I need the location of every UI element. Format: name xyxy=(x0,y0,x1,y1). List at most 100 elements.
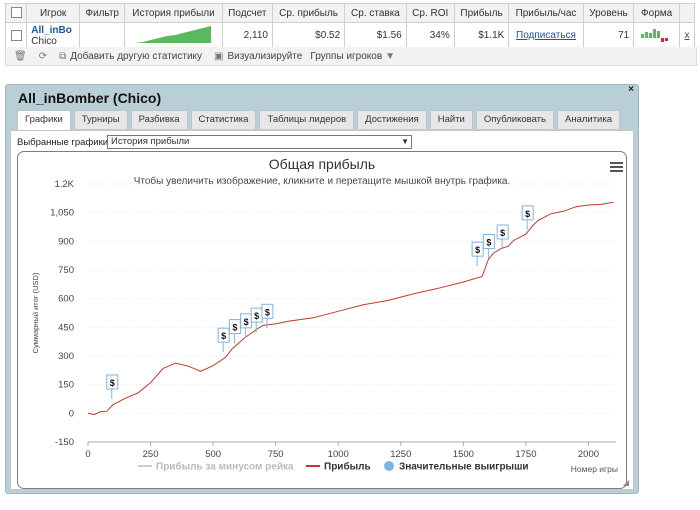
select-all-checkbox-cell[interactable] xyxy=(4,3,28,23)
big-win-flag xyxy=(482,234,495,250)
avg-profit-value: $0.52 xyxy=(271,22,346,49)
big-win-flag xyxy=(496,224,509,240)
select-all-checkbox[interactable] xyxy=(10,7,22,19)
chart-subtitle: Чтобы увеличить изображение, кликните и … xyxy=(134,175,511,187)
avg-stake-value: $1.56 xyxy=(344,22,407,49)
x-tick-label: 1000 xyxy=(328,449,349,460)
player-name-link[interactable]: All_inBo xyxy=(31,24,72,36)
remove-cell[interactable]: x xyxy=(679,22,695,49)
y-tick-label: 1,050 xyxy=(50,208,74,219)
chart-menu-icon[interactable] xyxy=(610,162,623,172)
big-win-label: $ xyxy=(475,245,480,255)
tab-statistics[interactable]: Статистика xyxy=(190,110,257,129)
count-value: 2,110 xyxy=(221,22,273,49)
legend-item: Значительные выигрыши xyxy=(399,462,529,473)
x-tick-label: 750 xyxy=(268,449,284,460)
graph-select-label: Выбранные графики: xyxy=(17,137,111,148)
row-checkbox-cell[interactable] xyxy=(4,22,28,49)
form-bar xyxy=(652,29,656,38)
filter-cell[interactable] xyxy=(79,22,126,49)
header-form[interactable]: Форма xyxy=(633,3,680,23)
header-avg-stake[interactable]: Ср. ставка xyxy=(344,3,407,23)
header-profit-per-hour[interactable]: Прибыль/час xyxy=(508,3,584,23)
big-win-label: $ xyxy=(110,378,115,388)
tab-breakdown[interactable]: Разбивка xyxy=(130,110,188,129)
y-tick-label: 600 xyxy=(58,294,74,305)
profit-per-hour-cell: Подписаться xyxy=(508,22,584,49)
header-profit[interactable]: Прибыль xyxy=(453,3,510,23)
header-count[interactable]: Подсчет xyxy=(221,3,273,23)
remove-player-link[interactable]: x xyxy=(684,30,690,41)
graph-select[interactable]: История прибыли ▼ xyxy=(107,135,412,149)
chart-title: Общая прибыль xyxy=(269,156,375,172)
x-tick-label: 0 xyxy=(85,449,90,460)
refresh-icon[interactable]: ⟳ xyxy=(38,50,48,62)
player-summary-table: Игрок Фильтр История прибыли Подсчет Ср.… xyxy=(4,3,695,49)
y-axis-label: Суммарный итог (USD) xyxy=(31,272,40,353)
form-bar xyxy=(656,31,660,38)
header-player[interactable]: Игрок xyxy=(26,3,81,23)
form-bars xyxy=(640,29,668,42)
graph-select-value: История прибыли xyxy=(111,136,190,147)
profit-value: $1.1K xyxy=(453,22,510,49)
menu-line xyxy=(610,162,623,164)
big-win-label: $ xyxy=(221,331,226,341)
player-panel: All_inBomber (Chico) × Графики Турниры Р… xyxy=(5,84,639,494)
player-cell[interactable]: All_inBo Chico xyxy=(26,22,81,49)
panel-body: Выбранные графики: История прибыли ▼ Обща… xyxy=(10,130,634,490)
form-bar xyxy=(648,33,652,38)
sparkline-area xyxy=(135,26,212,43)
tab-tournaments[interactable]: Турниры xyxy=(73,110,128,129)
big-win-flag xyxy=(106,374,119,390)
profit-chart[interactable]: Общая прибыль Чтобы увеличить изображение… xyxy=(18,152,626,488)
big-win-label: $ xyxy=(265,307,270,317)
tab-graphs[interactable]: Графики xyxy=(17,110,71,131)
x-tick-label: 1500 xyxy=(453,449,474,460)
header-avg-roi[interactable]: Ср. ROI xyxy=(405,3,455,23)
subscribe-link[interactable]: Подписаться xyxy=(516,30,576,41)
big-win-label: $ xyxy=(486,238,491,248)
visualize-label: Визуализируйте xyxy=(227,50,303,62)
profit-history-sparkline-cell xyxy=(124,22,223,49)
legend-symbol xyxy=(384,461,394,471)
header-avg-profit[interactable]: Ср. прибыль xyxy=(271,3,346,23)
menu-line xyxy=(610,166,623,168)
form-bar xyxy=(660,38,664,42)
profit-history-sparkline xyxy=(135,26,212,43)
player-groups-dropdown[interactable]: Группы игроков ▼ xyxy=(310,51,399,62)
visualize-button[interactable]: ▣ Визуализируйте xyxy=(214,51,302,62)
add-stats-button[interactable]: ⧉ Добавить другую статистику xyxy=(59,51,202,62)
y-tick-label: 750 xyxy=(58,265,74,276)
tab-find[interactable]: Найти xyxy=(429,110,473,129)
tab-publish[interactable]: Опубликовать xyxy=(475,110,554,129)
chevron-down-icon: ▼ xyxy=(401,137,409,146)
form-bar xyxy=(664,38,668,41)
resize-handle[interactable] xyxy=(623,480,629,486)
x-tick-label: 500 xyxy=(205,449,221,460)
x-axis-label: Номер игры xyxy=(571,464,618,474)
tab-leaderboards[interactable]: Таблицы лидеров xyxy=(259,110,355,129)
add-stats-icon: ⧉ xyxy=(59,50,67,62)
tab-achievements[interactable]: Достижения xyxy=(357,110,427,129)
header-remove xyxy=(679,3,695,23)
profit-chart-container[interactable]: Общая прибыль Чтобы увеличить изображение… xyxy=(17,151,627,489)
legend-item: Прибыль за минусом рейка xyxy=(156,461,294,473)
player-nick: Chico xyxy=(31,35,57,47)
x-tick-label: 250 xyxy=(143,449,159,460)
trash-icon[interactable]: 🗑 xyxy=(14,50,27,62)
header-level[interactable]: Уровень xyxy=(582,3,635,23)
y-tick-label: -150 xyxy=(55,437,74,448)
y-tick-label: 450 xyxy=(58,322,74,333)
close-icon[interactable]: × xyxy=(628,84,634,95)
big-win-flag xyxy=(471,241,484,257)
header-profit-history[interactable]: История прибыли xyxy=(124,3,223,23)
row-checkbox[interactable] xyxy=(10,29,22,41)
big-win-label: $ xyxy=(525,209,530,219)
big-win-label: $ xyxy=(232,323,237,333)
tab-analytics[interactable]: Аналитика xyxy=(556,110,621,129)
header-filter[interactable]: Фильтр xyxy=(79,3,126,23)
y-tick-label: 0 xyxy=(69,408,74,419)
panel-tabs: Графики Турниры Разбивка Статистика Табл… xyxy=(17,110,623,131)
form-bar xyxy=(640,34,644,38)
form-cell xyxy=(633,22,680,49)
